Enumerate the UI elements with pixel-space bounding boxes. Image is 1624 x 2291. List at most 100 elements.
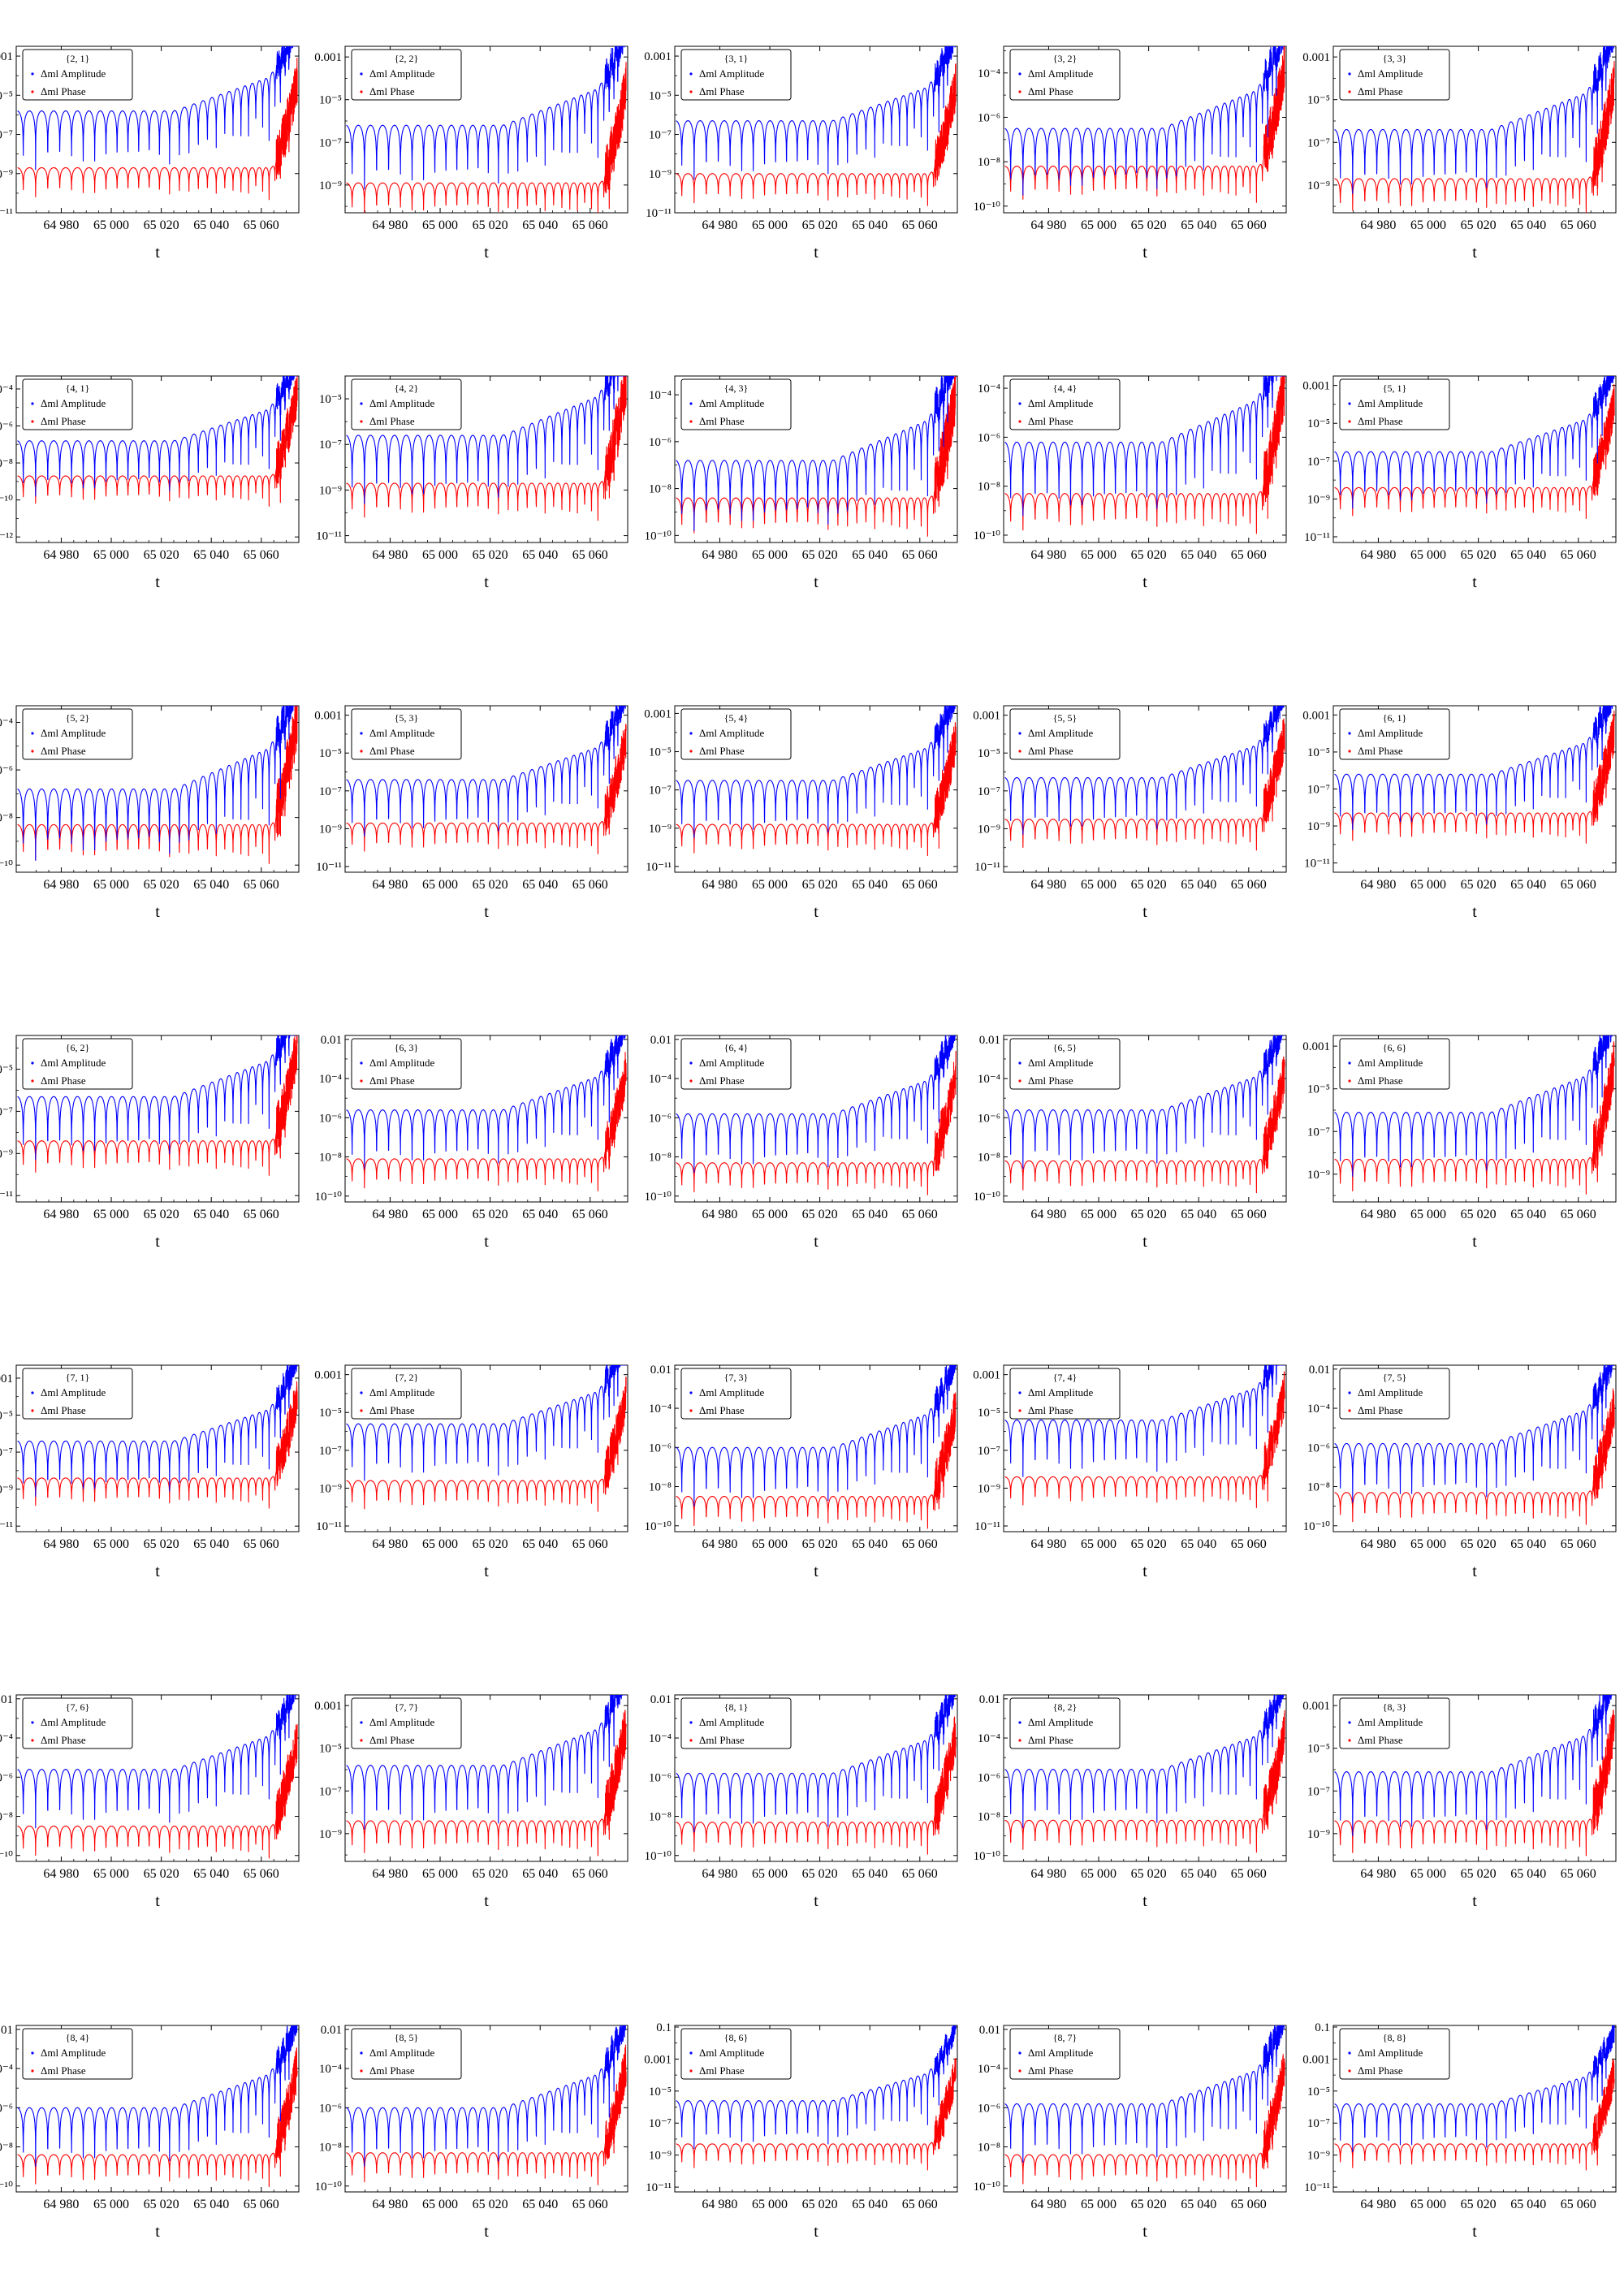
legend-label: Δml Phase	[699, 745, 745, 757]
y-tick-label: 10⁻⁸	[978, 1152, 1000, 1165]
legend-label: Δml Amplitude	[699, 2047, 764, 2059]
y-tick-label: 0.01	[650, 1364, 672, 1377]
y-tick-label: 10⁻⁹	[649, 823, 672, 836]
x-axis-label: t	[1142, 903, 1147, 921]
panel-title: {5, 5}	[1053, 712, 1078, 724]
y-tick-label: 10⁻⁸	[0, 1811, 13, 1824]
y-tick-label: 0.001	[973, 710, 1000, 723]
y-tick-label: 10⁻⁷	[978, 785, 1000, 798]
y-tick-label: 10⁻⁴	[978, 1073, 1000, 1086]
y-tick-label: 10⁻¹¹	[1304, 2181, 1330, 2194]
y-tick-label: 10⁻⁶	[0, 764, 13, 777]
legend-marker-phase	[360, 1079, 362, 1082]
legend-label: Δml Amplitude	[699, 1716, 764, 1728]
chart-panel: 0.00110⁻⁵10⁻⁷10⁻⁹64 980 65 000 65 020 65 04…	[1302, 46, 1616, 262]
y-tick-label: 10⁻¹¹	[974, 1520, 1000, 1533]
x-axis-label: t	[814, 244, 818, 262]
y-tick-label: 10⁻⁵	[649, 89, 672, 102]
legend-label: Δml Amplitude	[369, 1716, 434, 1728]
legend-label: Δml Amplitude	[369, 1057, 434, 1069]
x-tick-label: 65 060	[1561, 2198, 1596, 2211]
x-tick-label: 65 060	[572, 2198, 608, 2211]
x-tick-label: 65 000	[1410, 218, 1446, 232]
x-tick-label: 65 000	[752, 878, 788, 892]
legend-marker-amplitude	[689, 402, 692, 404]
x-tick-label: 65 000	[1410, 1867, 1446, 1881]
legend-label: Δml Amplitude	[1358, 1386, 1423, 1398]
legend-label: Δml Phase	[1028, 2064, 1073, 2077]
chart-panel: 0.01 10⁻⁴ 10⁻⁶ 10⁻⁸ 10⁻¹⁰ 64 980 65 000 65 020 6…	[645, 1693, 957, 1910]
x-tick-label: 65 020	[144, 1208, 179, 1221]
y-tick-label: 10⁻⁸	[319, 1152, 342, 1165]
x-tick-label: 65 020	[802, 1537, 838, 1551]
x-tick-label: 65 020	[473, 2198, 508, 2211]
y-tick-label: 10⁻¹¹	[0, 1190, 13, 1203]
x-tick-label: 65 060	[902, 218, 938, 232]
x-tick-label: 64 980	[43, 1867, 79, 1881]
y-tick-label: 10⁻⁴	[978, 1732, 1000, 1745]
y-tick-label: 10⁻¹¹	[1304, 858, 1330, 871]
legend-label: Δml Amplitude	[41, 1716, 106, 1728]
y-tick-label: 10⁻¹⁰	[315, 2181, 342, 2194]
y-tick-label: 0.001	[644, 50, 672, 63]
x-tick-label: 64 980	[43, 1537, 79, 1551]
y-tick-label: 10⁻¹¹	[316, 530, 342, 543]
panel-title: {6, 3}	[395, 1042, 419, 1053]
chart-panel: 0.00110⁻⁵10⁻⁷10⁻⁹64 980 65 000 65 020 65 04…	[1302, 1695, 1616, 1910]
legend-marker-amplitude	[689, 2051, 692, 2054]
x-tick-label: 65 020	[1461, 1208, 1497, 1221]
x-axis-label: t	[814, 1233, 818, 1251]
x-tick-label: 65 040	[522, 878, 558, 892]
legend-marker-phase	[1348, 1739, 1350, 1741]
x-axis-label: t	[484, 244, 489, 262]
x-axis-label: t	[1472, 1563, 1477, 1580]
x-tick-label: 65 000	[93, 1208, 129, 1221]
legend-marker-amplitude	[1348, 732, 1350, 734]
panel-title: {8, 8}	[1383, 2032, 1407, 2043]
y-tick-label: 10⁻¹¹	[646, 207, 672, 220]
x-tick-label: 65 020	[1461, 878, 1497, 892]
panel-title: {4, 3}	[724, 383, 749, 394]
x-tick-label: 65 040	[852, 1537, 888, 1551]
legend-label: Δml Phase	[369, 1074, 415, 1087]
y-tick-label: 10⁻⁴	[0, 1732, 13, 1745]
y-tick-label: 10⁻¹¹	[1304, 531, 1330, 544]
x-tick-label: 65 060	[244, 878, 279, 892]
x-tick-label: 65 060	[902, 548, 938, 562]
legend-label: Δml Amplitude	[1028, 1386, 1093, 1398]
chart-panel: 10⁻⁵ 10⁻⁷ 10⁻⁹ 10⁻¹¹ 64 980 65 000 65 020 65 04…	[0, 1035, 299, 1251]
x-tick-label: 65 060	[1231, 1208, 1267, 1221]
legend-marker-amplitude	[31, 72, 33, 75]
x-tick-label: 65 060	[902, 2198, 938, 2211]
chart-panel: 10⁻⁴10⁻⁶10⁻⁸10⁻¹⁰64 98065 00065 02065 04…	[974, 376, 1286, 591]
panel-title: {6, 6}	[1383, 1042, 1407, 1053]
x-tick-label: 65 060	[902, 1208, 938, 1221]
panel-title: {7, 5}	[1383, 1372, 1407, 1383]
x-tick-label: 65 000	[422, 1537, 458, 1551]
x-axis-label: t	[1142, 1892, 1147, 1910]
y-tick-label: 10⁻⁶	[978, 2102, 1000, 2115]
y-tick-label: 0.1	[1315, 2021, 1330, 2034]
legend-marker-amplitude	[1018, 402, 1021, 404]
x-axis-label: t	[814, 1563, 818, 1580]
legend-marker-amplitude	[1018, 1721, 1021, 1723]
x-tick-label: 65 000	[1081, 1537, 1116, 1551]
x-tick-label: 64 980	[372, 878, 408, 892]
x-tick-label: 65 000	[1081, 1867, 1116, 1881]
y-tick-label: 10⁻¹¹	[316, 1520, 342, 1533]
x-axis-label: t	[155, 2223, 160, 2241]
panel-title: {3, 2}	[1053, 53, 1078, 64]
x-tick-label: 64 980	[43, 878, 79, 892]
y-tick-label: 10⁻⁹	[0, 168, 13, 181]
x-tick-label: 65 060	[244, 548, 279, 562]
x-tick-label: 65 040	[1510, 548, 1546, 562]
legend-marker-phase	[1018, 1739, 1021, 1741]
legend-label: Δml Amplitude	[369, 397, 434, 409]
x-tick-label: 65 060	[572, 1537, 608, 1551]
legend-marker-phase	[689, 420, 692, 422]
chart-panel: 0.10.00110⁻⁵10⁻⁷10⁻⁹10⁻¹¹64 980 65 000 65 …	[644, 2021, 957, 2241]
y-tick-label: 10⁻⁶	[0, 2102, 13, 2115]
y-tick-label: 10⁻¹⁰	[0, 1850, 13, 1863]
y-tick-label: 10⁻⁸	[649, 1811, 672, 1824]
y-tick-label: 10⁻¹⁰	[974, 201, 1000, 214]
